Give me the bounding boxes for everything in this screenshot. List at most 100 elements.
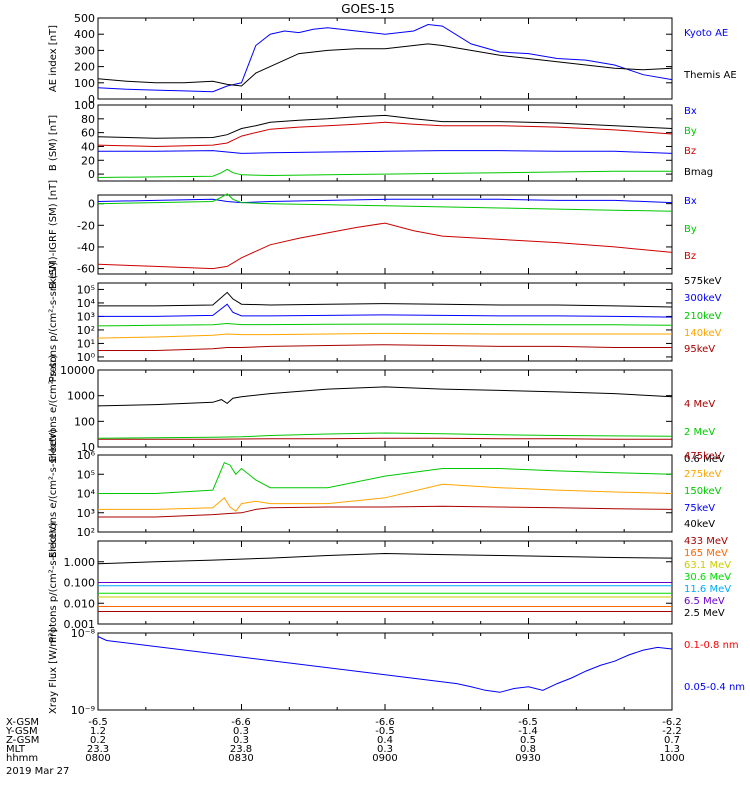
y-tick-label: -60	[77, 263, 95, 276]
footer-value: 0.3	[377, 744, 393, 755]
legend-label: 433 MeV	[684, 536, 728, 547]
footer-value: -2.2	[662, 726, 682, 737]
footer-value: 23.8	[230, 744, 252, 755]
series-line-2-MeV	[97, 432, 673, 439]
series-line-By	[97, 168, 672, 178]
panel-8: 10⁻⁹ 10⁻⁸ Xray Flux [W/m²] 0.1-0.8 nm 0.05-0…	[48, 627, 745, 717]
legend-label: 0.05-0.4 nm	[684, 682, 745, 693]
footer-value: 1.3	[664, 744, 680, 755]
y-tick-label: 10³	[77, 310, 95, 323]
footer-value: 1.2	[90, 726, 106, 737]
legend-label: 0.1-0.8 nm	[684, 640, 739, 651]
legend-label: 30.6 MeV	[684, 572, 731, 583]
legend-label: 140keV	[684, 328, 722, 339]
panel-frame	[97, 17, 673, 100]
series-line-300keV	[98, 303, 673, 318]
y-tick-label: 0.010	[64, 597, 96, 610]
plot-title: GOES-15	[341, 2, 395, 16]
series-line-575keV	[98, 291, 673, 308]
series-line-Bmag	[97, 114, 673, 139]
legend-label: 165 MeV	[684, 548, 728, 559]
legend-label: By	[684, 224, 697, 235]
footer-row-label: Y-GSM	[5, 726, 38, 737]
legend-label: 300keV	[684, 293, 722, 304]
footer-row-label: hhmm	[6, 753, 38, 764]
footer-row-label: Z-GSM	[6, 735, 39, 746]
y-tick-label: 1.000	[64, 556, 96, 569]
footer-value: -6.6	[231, 717, 251, 728]
legend-label: Bz	[684, 146, 696, 157]
y-tick-label: 0.001	[64, 618, 96, 631]
y-tick-label: 0	[88, 93, 95, 106]
legend-label: 575keV	[684, 276, 722, 287]
y-tick-label: 10³	[77, 507, 95, 520]
footer-value: 23.3	[87, 744, 109, 755]
y-tick-label: 0.100	[64, 577, 96, 590]
series-line-210keV	[97, 322, 673, 327]
y-axis-label: Electrons e/(cm²-s-sr-keV)	[48, 429, 59, 558]
y-tick-label: 10⁻⁸	[71, 627, 96, 640]
series-line-Bx	[98, 150, 673, 154]
series-line-By	[97, 193, 673, 212]
footer-value: 0.2	[90, 735, 106, 746]
footer-value: 0.3	[233, 726, 249, 737]
y-tick-label: 500	[74, 12, 95, 25]
footer-value: 0900	[372, 753, 397, 764]
panel-frame	[97, 104, 673, 182]
legend-label: Bmag	[684, 167, 713, 178]
series-line-Themis-AE	[97, 43, 673, 87]
series-line-Kyoto-AE	[97, 23, 673, 93]
y-tick-label: 10⁴	[77, 297, 96, 310]
panel-1: 0 100 200 300 400 500 AE index [nT] Kyoto AE The…	[48, 12, 737, 106]
y-tick-label: 60	[81, 127, 95, 140]
footer-value: 0930	[515, 753, 540, 764]
y-tick-label: 100	[74, 99, 95, 112]
y-tick-label: 10000	[60, 364, 95, 377]
y-axis-label: AE index [nT]	[48, 25, 59, 92]
footer-value: 0.3	[233, 735, 249, 746]
legend-label: 40keV	[684, 519, 715, 530]
y-tick-label: -40	[77, 241, 95, 254]
footer-value: 0.7	[664, 735, 680, 746]
legend-label: 11.6 MeV	[684, 584, 731, 595]
legend-label: 4 MeV	[684, 399, 715, 410]
y-tick-label: 10⁻⁹	[71, 704, 95, 717]
y-tick-label: 100	[74, 77, 95, 90]
series-line-140keV	[97, 332, 672, 339]
footer-ephemeris: X-GSM -6.5 -6.6 -6.6 -6.5 -6.2 Y-GSM 1.2 0.3 -0.5…	[5, 717, 685, 777]
panel-3: -60 -40 -20 0 B (SM)-IGRF (SM) [nT] Bx By Bz	[48, 180, 697, 289]
y-tick-label: 0	[88, 198, 95, 211]
footer-value: -6.6	[375, 717, 395, 728]
series-line-95keV	[98, 344, 672, 351]
legend-label: 0.6 MeV	[684, 454, 725, 465]
series-line-Bx	[97, 198, 673, 204]
panel-frame	[97, 194, 673, 275]
y-tick-label: 10	[81, 441, 95, 454]
footer-row-label: MLT	[6, 744, 26, 755]
footer-value: -1.4	[518, 726, 538, 737]
series-line-4-MeV	[98, 437, 672, 440]
footer-value: 0.4	[377, 735, 393, 746]
y-tick-label: 400	[74, 28, 95, 41]
legend-label: 475keV	[684, 451, 722, 462]
y-tick-label: 100	[74, 415, 95, 428]
y-tick-label: 10⁰	[77, 351, 96, 364]
y-tick-label: 10²	[77, 324, 95, 337]
legend-label: Themis AE	[683, 70, 737, 81]
y-tick-label: 1000	[67, 390, 95, 403]
y-axis-label: Protons p/(cm²-s-sr-keV)	[48, 262, 59, 383]
y-tick-label: 80	[81, 113, 95, 126]
series-line-275keV	[98, 483, 673, 512]
y-tick-label: 0	[88, 168, 95, 181]
legend-label: 150keV	[684, 486, 722, 497]
legend-label: Bz	[684, 251, 696, 262]
footer-value: 0.8	[520, 744, 536, 755]
footer-value: 0.5	[520, 735, 536, 746]
series-line-150keV	[98, 462, 673, 494]
y-tick-label: 10²	[77, 526, 95, 539]
series-line-0.6-MeV	[97, 386, 673, 407]
y-tick-label: 10⁵	[77, 283, 95, 296]
footer-row-label: X-GSM	[6, 717, 39, 728]
